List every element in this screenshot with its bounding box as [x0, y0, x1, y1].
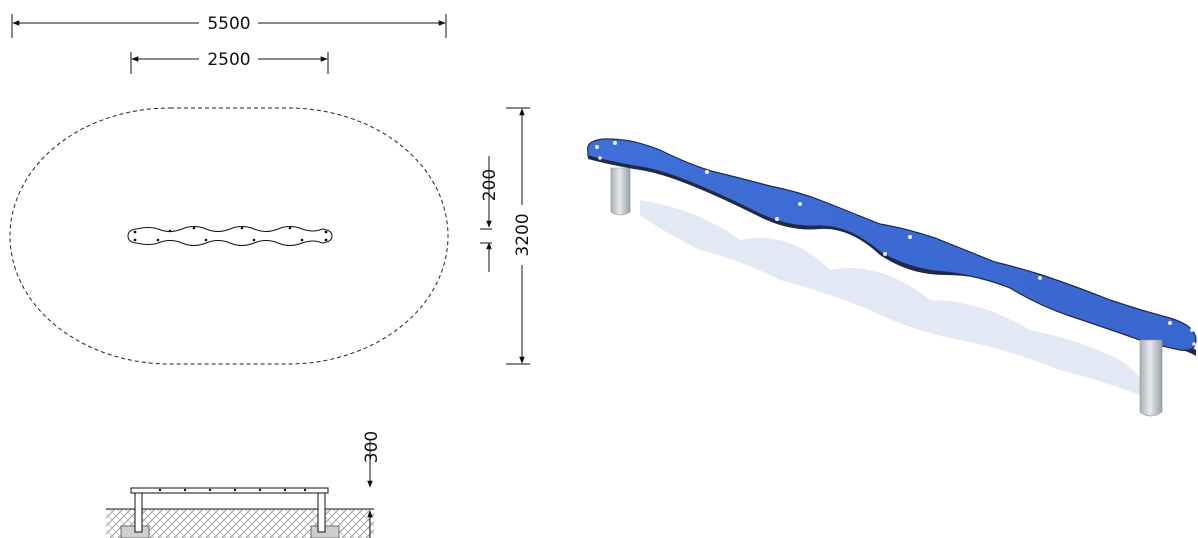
beam-plan-view	[127, 226, 333, 246]
beam-height-dimension: 300	[362, 431, 382, 538]
side-elevation-view	[106, 487, 374, 538]
beam-3d-render	[587, 138, 1197, 417]
overall-length-label: 5500	[207, 14, 250, 34]
zone-width-dimension: 3200	[506, 107, 533, 365]
zone-width-label: 3200	[513, 213, 533, 256]
beam-width-dimension: 200	[480, 156, 500, 272]
beam-height-label: 300	[362, 431, 382, 463]
beam-length-dimension: 2500	[130, 50, 329, 74]
beam-width-label: 200	[480, 169, 500, 201]
beam-length-label: 2500	[207, 50, 250, 70]
overall-length-dimension: 5500	[11, 14, 447, 38]
safety-zone-outline	[9, 107, 449, 365]
